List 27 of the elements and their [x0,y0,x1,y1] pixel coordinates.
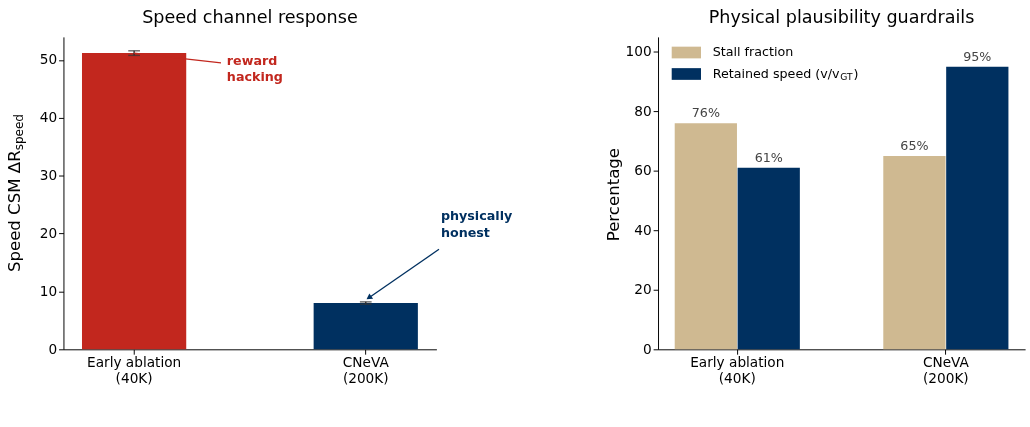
legend-label: Stall fraction [712,44,794,60]
y-axis-title: Percentage [603,147,623,242]
y-tick-label: 60 [634,162,652,179]
y-tick-label: 40 [634,221,652,238]
data-label: 61% [754,149,783,165]
y-axis-title: Speed CSM ΔRspeed [4,114,26,273]
y-tick-label: 30 [39,167,58,184]
y-tick-label: 20 [634,281,652,298]
y-tick-label: 20 [39,225,58,241]
y-tick-label: 0 [642,340,652,357]
y-tick-label: 40 [39,109,58,126]
chart-title: Physical plausibility guardrails [708,7,975,28]
data-label: 65% [900,138,929,154]
y-tick-label: 50 [39,51,58,68]
annotation: reward hacking [226,52,283,85]
y-tick-label: 0 [48,340,58,357]
chart-title: Speed channel response [142,7,358,28]
x-tick-label: CNeVA (200K) [342,354,390,386]
x-tick-label: Early ablation (40K) [690,354,785,386]
x-tick-label: Early ablation (40K) [87,354,182,386]
x-tick-label: CNeVA (200K) [922,354,970,386]
y-tick-label: 100 [625,43,652,60]
annotation: physically honest [440,208,513,240]
y-tick-label: 80 [634,102,652,119]
y-tick-label: 10 [39,282,58,299]
data-label: 95% [963,48,992,64]
data-label: 76% [691,105,720,121]
